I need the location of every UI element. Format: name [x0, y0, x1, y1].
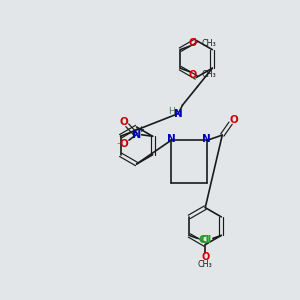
Text: O: O [229, 115, 238, 125]
Text: +: + [137, 125, 144, 134]
Text: Cl: Cl [199, 235, 210, 245]
Text: O: O [119, 117, 128, 127]
Text: N: N [131, 130, 141, 140]
Text: CH₃: CH₃ [198, 260, 213, 268]
Text: O: O [120, 139, 129, 149]
Text: O: O [188, 70, 196, 80]
Text: CH₃: CH₃ [202, 70, 217, 79]
Text: Cl: Cl [201, 235, 212, 245]
Text: N: N [202, 134, 211, 144]
Text: N: N [167, 134, 175, 144]
Text: O: O [201, 252, 209, 262]
Text: O: O [188, 38, 196, 48]
Text: ⁻: ⁻ [116, 141, 122, 151]
Text: H: H [168, 107, 175, 116]
Text: N: N [174, 109, 183, 118]
Text: CH₃: CH₃ [202, 39, 217, 48]
